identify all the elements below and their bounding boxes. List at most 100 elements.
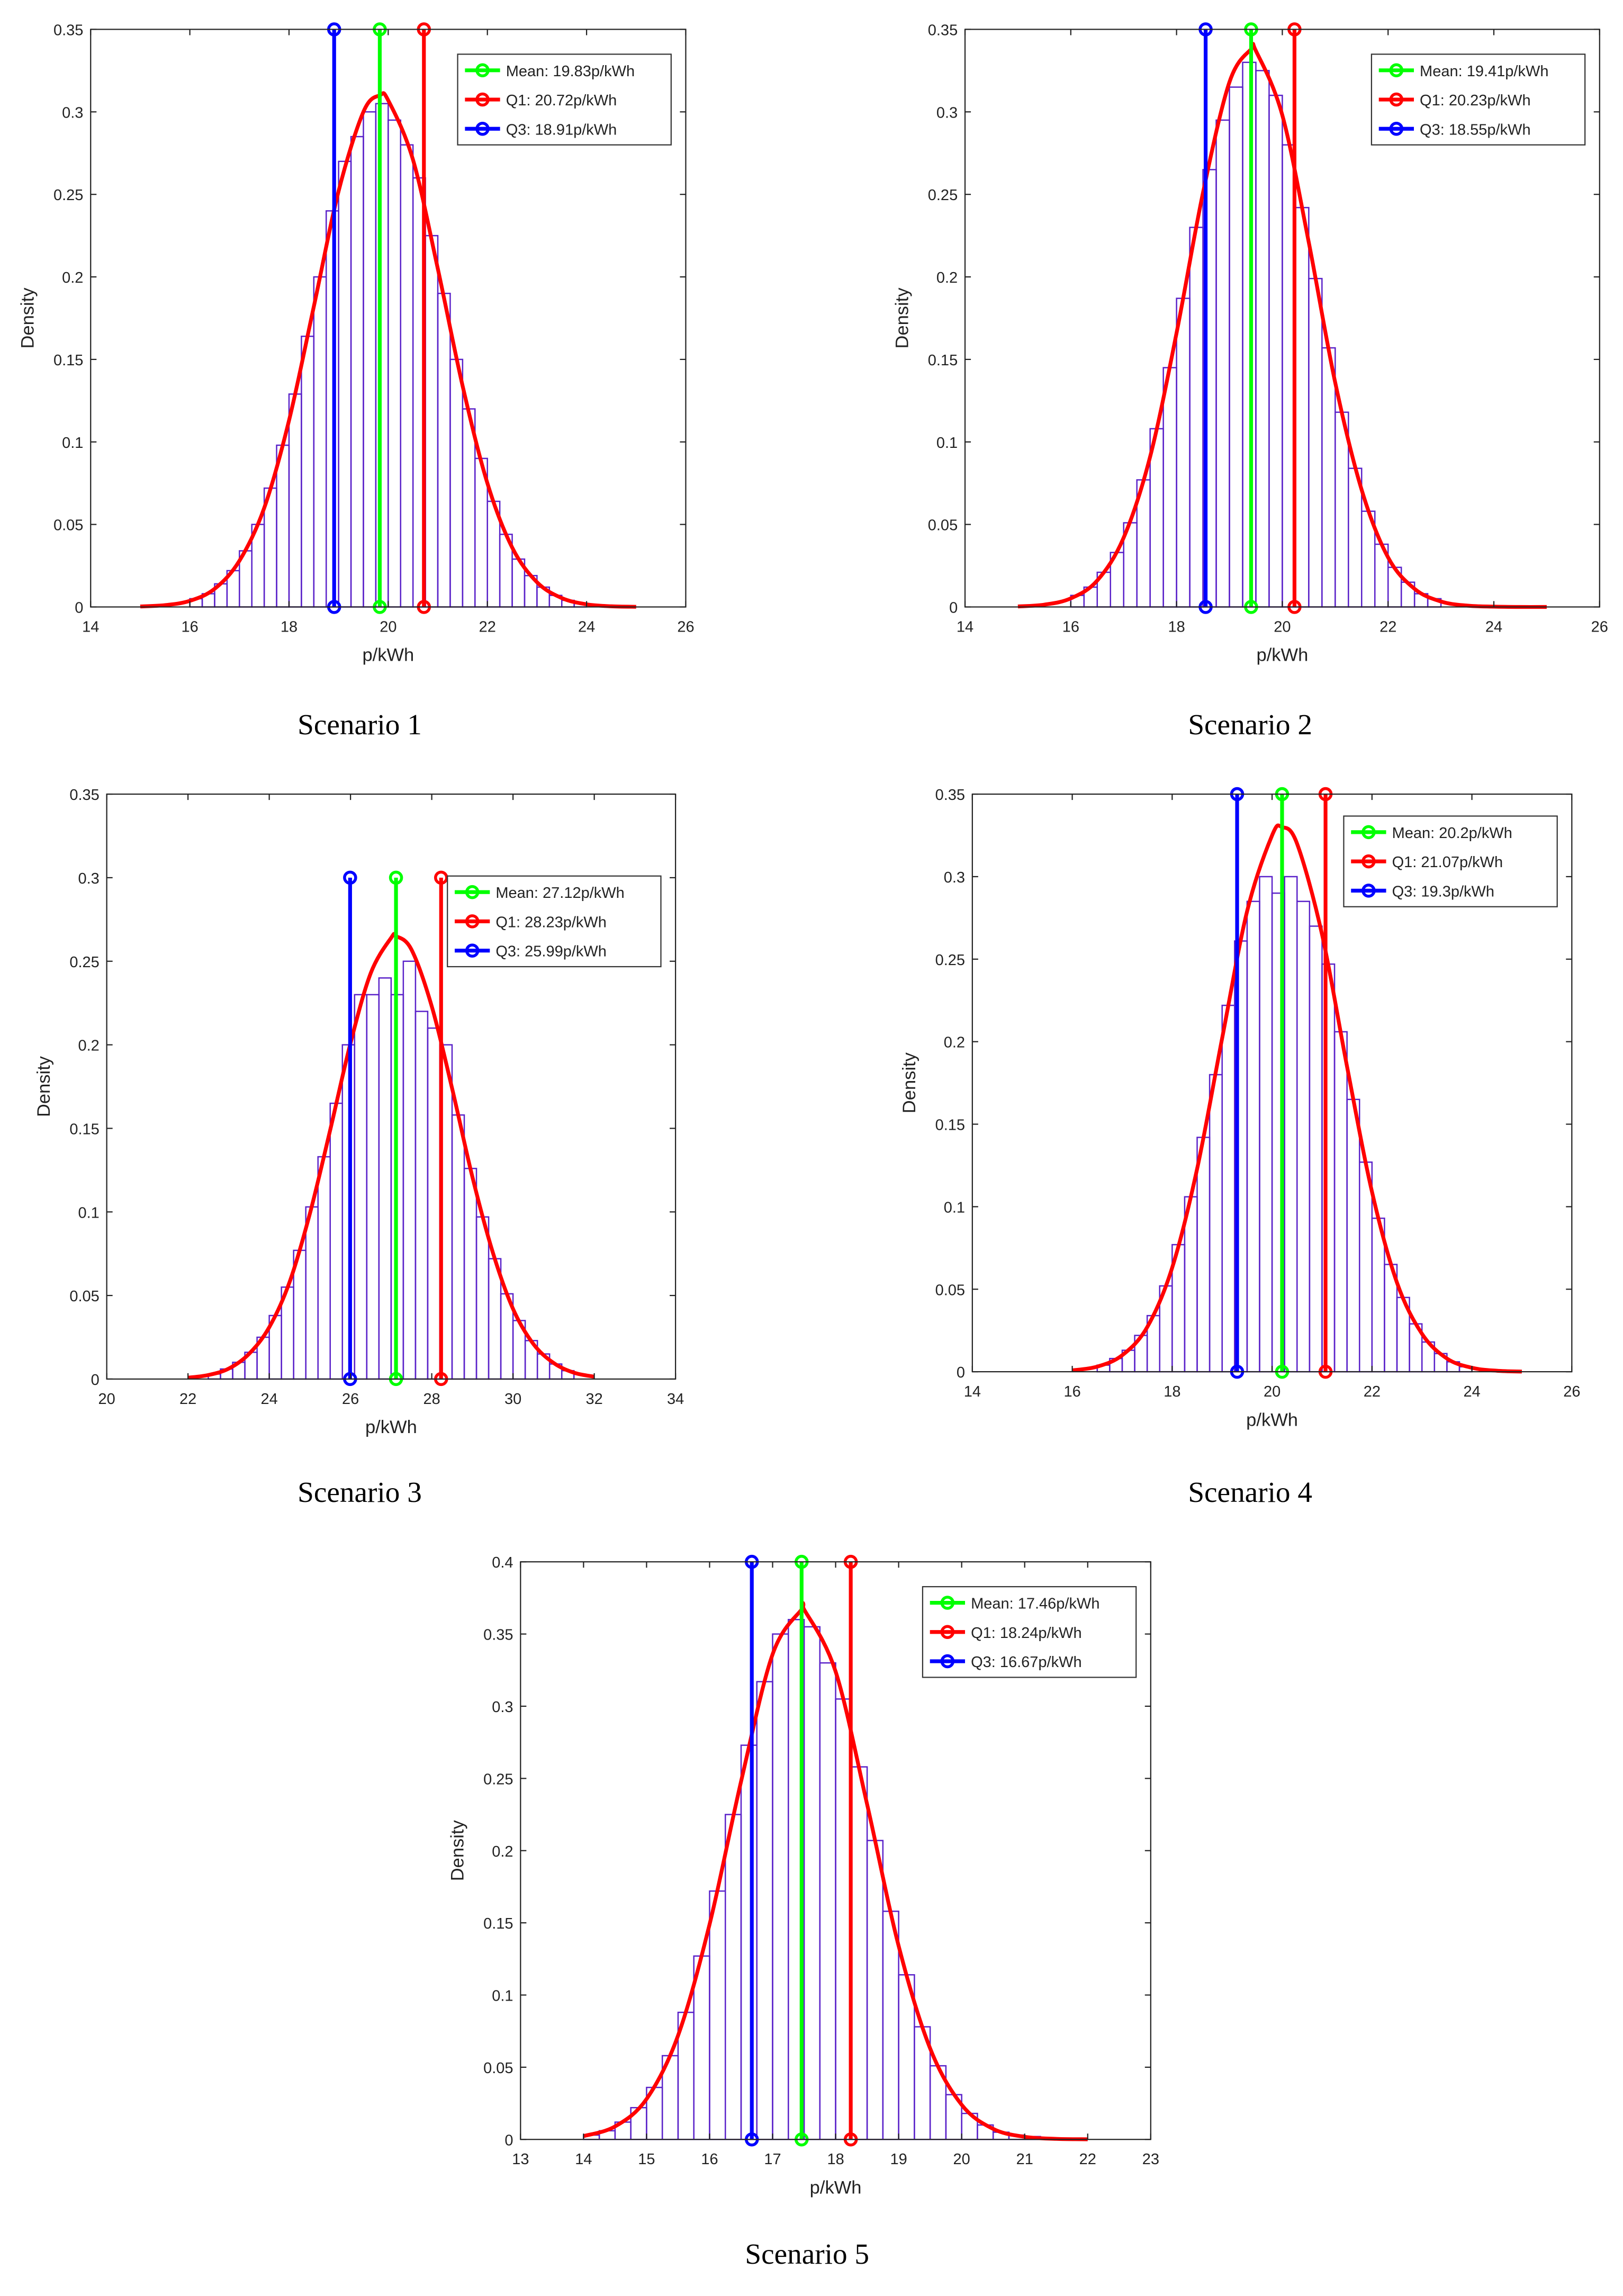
y-axis-label: Density	[18, 287, 38, 349]
fit-curve	[140, 91, 636, 609]
x-tick-label: 16	[181, 618, 198, 635]
bar	[1321, 347, 1336, 608]
bar	[338, 160, 352, 608]
bar	[1335, 411, 1349, 608]
y-tick-label: 0.15	[928, 352, 958, 369]
legend-label: Mean: 20.2p/kWh	[1392, 825, 1512, 842]
y-tick-label: 0	[75, 600, 83, 617]
bar	[1196, 1137, 1211, 1373]
bar	[1162, 367, 1177, 608]
x-tick-label: 22	[179, 1391, 196, 1408]
bar	[449, 358, 464, 608]
legend-label: Q3: 25.99p/kWh	[495, 943, 607, 960]
y-tick-label: 0.25	[935, 952, 965, 969]
bar	[1221, 1004, 1236, 1373]
x-tick-label: 24	[260, 1391, 277, 1408]
legend-swatch	[940, 1625, 955, 1640]
y-tick-label: 0.2	[492, 1843, 513, 1860]
legend: Mean: 17.46p/kWh Q1: 18.24p/kWh Q3: 16.67p…	[922, 1586, 1137, 1678]
x-tick-label: 19	[890, 2151, 907, 2168]
legend-label: Mean: 27.12p/kWh	[495, 885, 624, 902]
marker-point	[434, 870, 448, 885]
legend-swatch	[1361, 884, 1376, 898]
chart-title: Scenario 1	[297, 708, 422, 741]
y-tick-label: 0.1	[62, 435, 83, 452]
bar	[387, 119, 402, 608]
x-tick-label: 26	[342, 1391, 359, 1408]
x-tick-label: 24	[1485, 618, 1502, 635]
x-tick-label: 26	[1563, 1383, 1580, 1400]
chart-title: Scenario 5	[745, 2238, 869, 2270]
y-tick-label: 0.15	[483, 1915, 513, 1932]
legend-label: Mean: 19.83p/kWh	[506, 63, 635, 80]
bar	[1284, 876, 1298, 1373]
y-tick-label: 0.3	[492, 1699, 513, 1716]
chart-title: Scenario 4	[1188, 1476, 1312, 1508]
legend: Mean: 27.12p/kWh Q1: 28.23p/kWh Q3: 25.99p…	[447, 875, 662, 968]
chart: 14 16 18 20 22 24 26 0 0.05 0.1 0.15 0.2 0.25 0.3 0.35…	[18, 22, 695, 740]
legend-label: Q1: 18.24p/kWh	[971, 1625, 1082, 1642]
bar	[709, 1890, 726, 2140]
legend-swatch	[940, 1596, 955, 1610]
bar	[475, 1216, 490, 1380]
y-tick-label: 0	[949, 600, 958, 617]
y-tick-label: 0.1	[944, 1199, 965, 1216]
legend-swatch	[465, 885, 480, 899]
bar	[375, 103, 389, 608]
x-tick-label: 24	[578, 618, 595, 635]
y-tick-label: 0.05	[935, 1282, 965, 1299]
legend: Mean: 19.83p/kWh Q1: 20.72p/kWh Q3: 18.91p…	[457, 53, 672, 146]
y-axis-label: Density	[899, 1052, 919, 1113]
bar	[1333, 1031, 1348, 1373]
bar	[1346, 1099, 1360, 1373]
bar	[301, 336, 315, 608]
chart-title: Scenario 3	[297, 1476, 422, 1508]
x-tick-label: 14	[575, 2151, 592, 2168]
bar	[350, 136, 364, 608]
fit-curve	[583, 1601, 1088, 2141]
bar	[378, 977, 392, 1380]
y-tick-label: 0.3	[936, 104, 958, 121]
legend-swatch	[465, 943, 480, 958]
bar	[1229, 86, 1243, 608]
y-tick-label: 0.25	[53, 187, 83, 204]
bar	[1309, 925, 1323, 1373]
bar	[329, 1102, 344, 1380]
x-tick-label: 26	[1591, 618, 1608, 635]
x-tick-label: 18	[281, 618, 297, 635]
x-tick-label: 14	[82, 618, 99, 635]
bar	[363, 111, 377, 608]
x-tick-label: 30	[504, 1391, 521, 1408]
bar	[402, 960, 417, 1380]
x-axis-label: p/kWh	[1257, 645, 1309, 665]
legend-swatch	[1361, 825, 1376, 840]
fit-curve	[187, 932, 595, 1380]
bar	[1246, 901, 1260, 1373]
y-tick-label: 0.1	[78, 1204, 99, 1221]
legend-swatch	[940, 1654, 955, 1669]
y-tick-label: 0.35	[69, 787, 99, 804]
legend-swatch	[465, 914, 480, 929]
y-tick-label: 0.05	[53, 517, 83, 534]
y-tick-label: 0.35	[53, 22, 83, 39]
legend-swatch	[1389, 122, 1404, 136]
y-tick-label: 0.1	[492, 1988, 513, 2005]
legend-swatch	[475, 63, 490, 78]
x-tick-label: 14	[964, 1383, 981, 1400]
y-tick-label: 0.05	[69, 1288, 99, 1305]
y-tick-label: 0.2	[78, 1038, 99, 1055]
legend-label: Q3: 19.3p/kWh	[1392, 883, 1494, 900]
bar	[1215, 119, 1230, 608]
y-tick-label: 0.15	[935, 1117, 965, 1134]
marker-point	[389, 870, 403, 885]
legend-swatch	[1389, 92, 1404, 107]
bar	[772, 1633, 789, 2140]
bar	[425, 235, 439, 608]
bar	[724, 1814, 742, 2140]
y-tick-label: 0.35	[483, 1627, 513, 1644]
legend-label: Q1: 20.72p/kWh	[506, 92, 617, 109]
legend-label: Q1: 28.23p/kWh	[495, 914, 607, 931]
chart: 14 16 18 20 22 24 26 0 0.05 0.1 0.15 0.2 0.25 0.3 0.35…	[899, 787, 1580, 1508]
